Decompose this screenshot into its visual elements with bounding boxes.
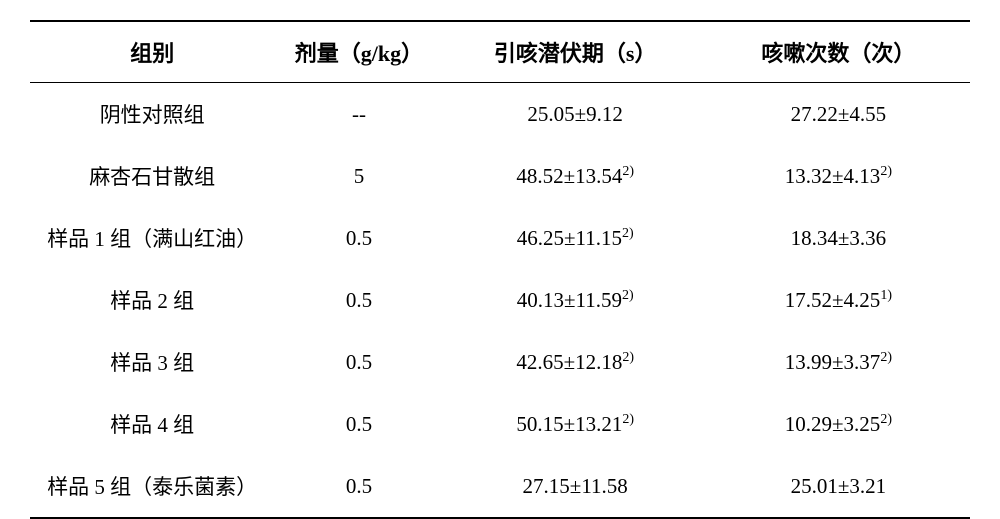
cell-latency: 50.15±13.212) [444,393,707,455]
header-count: 咳嗽次数（次） [707,21,970,83]
cell-count: 18.34±3.36 [707,207,970,269]
cell-latency: 46.25±11.152) [444,207,707,269]
cell-latency: 48.52±13.542) [444,145,707,207]
cell-count: 10.29±3.252) [707,393,970,455]
table-row: 样品 2 组 0.5 40.13±11.592) 17.52±4.251) [30,269,970,331]
cell-dose: 0.5 [274,207,443,269]
count-sup: 2) [880,164,892,179]
count-value: 13.99±3.37 [785,350,881,374]
cell-latency: 25.05±9.12 [444,83,707,146]
table-row: 样品 5 组（泰乐菌素） 0.5 27.15±11.58 25.01±3.21 [30,455,970,518]
table-body: 阴性对照组 -- 25.05±9.12 27.22±4.55 麻杏石甘散组 5 … [30,83,970,519]
cell-count: 25.01±3.21 [707,455,970,518]
count-value: 25.01±3.21 [791,474,887,498]
table-row: 样品 4 组 0.5 50.15±13.212) 10.29±3.252) [30,393,970,455]
count-sup: 2) [880,350,892,365]
cell-group: 麻杏石甘散组 [30,145,274,207]
count-sup: 2) [880,412,892,427]
table-header-row: 组别 剂量（g/kg） 引咳潜伏期（s） 咳嗽次数（次） [30,21,970,83]
cell-group: 样品 2 组 [30,269,274,331]
cell-group: 阴性对照组 [30,83,274,146]
cell-group: 样品 1 组（满山红油） [30,207,274,269]
cell-group: 样品 3 组 [30,331,274,393]
latency-sup: 2) [622,164,634,179]
count-value: 10.29±3.25 [785,412,881,436]
latency-value: 40.13±11.59 [517,288,622,312]
latency-sup: 2) [622,226,634,241]
header-dose: 剂量（g/kg） [274,21,443,83]
count-sup: 1) [880,288,892,303]
cell-dose: 0.5 [274,331,443,393]
cell-latency: 42.65±12.182) [444,331,707,393]
count-value: 27.22±4.55 [791,102,887,126]
table-row: 阴性对照组 -- 25.05±9.12 27.22±4.55 [30,83,970,146]
cell-dose: 0.5 [274,269,443,331]
table-row: 麻杏石甘散组 5 48.52±13.542) 13.32±4.132) [30,145,970,207]
latency-sup: 2) [622,412,634,427]
latency-value: 48.52±13.54 [516,164,622,188]
latency-value: 42.65±12.18 [516,350,622,374]
latency-value: 50.15±13.21 [516,412,622,436]
cell-latency: 27.15±11.58 [444,455,707,518]
latency-value: 27.15±11.58 [523,474,628,498]
cell-count: 13.99±3.372) [707,331,970,393]
count-value: 17.52±4.25 [785,288,881,312]
latency-value: 25.05±9.12 [527,102,623,126]
header-group: 组别 [30,21,274,83]
cell-dose: 0.5 [274,393,443,455]
header-latency: 引咳潜伏期（s） [444,21,707,83]
latency-sup: 2) [622,350,634,365]
cell-latency: 40.13±11.592) [444,269,707,331]
count-value: 18.34±3.36 [791,226,887,250]
cell-count: 17.52±4.251) [707,269,970,331]
table-row: 样品 1 组（满山红油） 0.5 46.25±11.152) 18.34±3.3… [30,207,970,269]
data-table: 组别 剂量（g/kg） 引咳潜伏期（s） 咳嗽次数（次） 阴性对照组 -- 25… [30,20,970,519]
latency-value: 46.25±11.15 [517,226,622,250]
latency-sup: 2) [622,288,634,303]
cell-count: 13.32±4.132) [707,145,970,207]
cell-group: 样品 4 组 [30,393,274,455]
cell-dose: 5 [274,145,443,207]
cell-count: 27.22±4.55 [707,83,970,146]
cell-group: 样品 5 组（泰乐菌素） [30,455,274,518]
cell-dose: -- [274,83,443,146]
count-value: 13.32±4.13 [785,164,881,188]
cell-dose: 0.5 [274,455,443,518]
table-row: 样品 3 组 0.5 42.65±12.182) 13.99±3.372) [30,331,970,393]
